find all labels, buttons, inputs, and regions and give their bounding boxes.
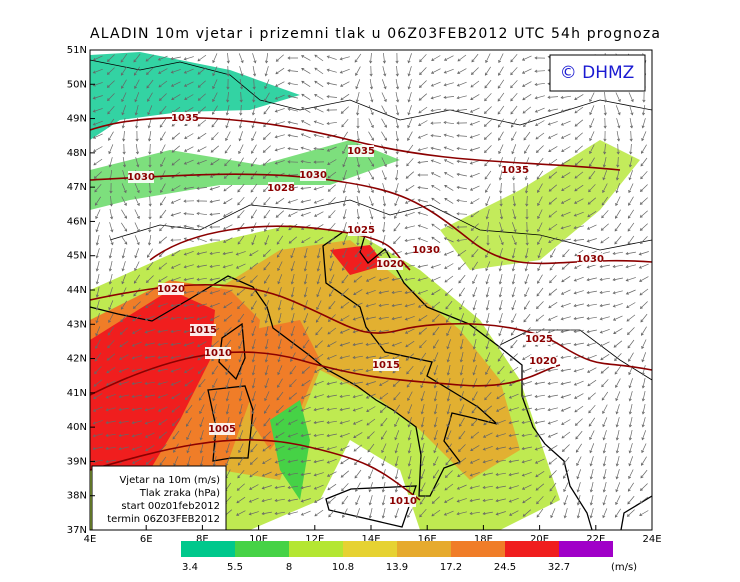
- colorbar-segment: [343, 541, 397, 557]
- isobar-label: 1020: [529, 356, 557, 367]
- lat-label: 44N: [67, 285, 87, 296]
- lon-label: 4E: [84, 534, 97, 545]
- lon-label: 22E: [586, 534, 605, 545]
- colorbar-segment: [451, 541, 505, 557]
- lat-label: 40N: [67, 422, 87, 433]
- isobar-labels: 1035 1030 1030 1028 1035 1035 1025 1030 1020 1030…: [127, 112, 604, 507]
- isobar-label-box: [348, 224, 374, 236]
- isobar-label-box: [577, 253, 603, 265]
- isobar-label: 1010: [389, 496, 417, 507]
- lat-label: 45N: [67, 251, 87, 262]
- info-line: start 00z01feb2012: [121, 501, 220, 512]
- lat-label: 48N: [67, 148, 87, 159]
- info-box: [91, 465, 227, 531]
- colorbar-label: 32.7: [548, 562, 570, 573]
- isobar-label: 1035: [347, 146, 375, 157]
- colorbar-label: 17.2: [440, 562, 462, 573]
- lat-label: 39N: [67, 456, 87, 467]
- colorbar-segment: [181, 541, 235, 557]
- isobar-label: 1015: [189, 325, 217, 336]
- isobar-label-box: [348, 145, 374, 157]
- isobar-label-box: [377, 258, 403, 270]
- lon-label: 10E: [249, 534, 268, 545]
- colorbar-label: 24.5: [494, 562, 516, 573]
- title: ALADIN 10m vjetar i prizemni tlak u 06Z0…: [90, 26, 660, 42]
- isobar-label-box: [268, 182, 294, 194]
- isobar-label: 1010: [204, 348, 232, 359]
- isobar-label: 1020: [157, 284, 185, 295]
- isobar-label-box: [128, 171, 154, 183]
- lat-label: 46N: [67, 216, 87, 227]
- lat-label: 42N: [67, 354, 87, 365]
- lon-label: 16E: [418, 534, 437, 545]
- logo: © DHMZ: [560, 63, 635, 83]
- info-line: Tlak zraka (hPa): [139, 488, 220, 499]
- isobar-label-box: [205, 347, 231, 359]
- isobar-label-box: [209, 423, 235, 435]
- isobar-label: 1035: [171, 113, 199, 124]
- colorbar-unit: (m/s): [611, 562, 637, 573]
- isobar-label-box: [190, 324, 216, 336]
- lat-label: 37N: [67, 525, 87, 536]
- isobar-label-box: [158, 283, 184, 295]
- info-line: termin 06Z03FEB2012: [107, 514, 220, 525]
- lat-label: 51N: [67, 45, 87, 56]
- colorbar: 3.4 5.5 8 10.8 13.9 17.2 24.5 32.7 (m/s): [181, 541, 637, 573]
- colorbar-label: 3.4: [182, 562, 198, 573]
- colorbar-segment: [235, 541, 289, 557]
- isobar-label-box: [526, 333, 552, 345]
- lon-label: 20E: [530, 534, 549, 545]
- lon-label: 24E: [642, 534, 661, 545]
- lat-label: 43N: [67, 319, 87, 330]
- isobar-label-box: [300, 169, 326, 181]
- isobar-label: 1015: [372, 360, 400, 371]
- colorbar-segment: [289, 541, 343, 557]
- lat-label: 49N: [67, 114, 87, 125]
- colorbar-segment: [559, 541, 613, 557]
- isobar-label: 1030: [127, 172, 155, 183]
- lon-label: 14E: [361, 534, 380, 545]
- colorbar-label: 13.9: [386, 562, 408, 573]
- lon-label: 8E: [196, 534, 209, 545]
- isobar-label: 1025: [347, 225, 375, 236]
- colorbar-label: 10.8: [332, 562, 354, 573]
- colorbar-label: 8: [286, 562, 292, 573]
- isobar-label: 1035: [501, 165, 529, 176]
- info-line: Vjetar na 10m (m/s): [119, 475, 220, 486]
- isobar-label: 1005: [208, 424, 236, 435]
- colorbar-label: 5.5: [227, 562, 243, 573]
- lon-label: 18E: [474, 534, 493, 545]
- isobar-label: 1030: [412, 245, 440, 256]
- logo-box: [549, 54, 646, 92]
- colorbar-segment: [397, 541, 451, 557]
- lat-label: 41N: [67, 388, 87, 399]
- isobar-label: 1025: [525, 334, 553, 345]
- lon-label: 6E: [140, 534, 153, 545]
- colorbar-segment: [505, 541, 559, 557]
- isobar-label: 1020: [376, 259, 404, 270]
- isobar-label: 1028: [267, 183, 295, 194]
- lon-label: 12E: [305, 534, 324, 545]
- isobar-label-box: [530, 355, 556, 367]
- isobar-label-box: [373, 359, 399, 371]
- isobar-label-box: [172, 112, 198, 124]
- isobar-label: 1030: [299, 170, 327, 181]
- isobar-label-box: [413, 244, 439, 256]
- lat-label: 38N: [67, 491, 87, 502]
- lat-label: 47N: [67, 182, 87, 193]
- isobar-label-box: [390, 495, 416, 507]
- axis-labels: 51N 50N 49N 48N 47N 46N 45N 44N 43N 42N 41N 40N 39N 3…: [67, 45, 662, 545]
- isobar-label: 1030: [576, 254, 604, 265]
- lat-label: 50N: [67, 79, 87, 90]
- isobars: [89, 116, 653, 501]
- isobar-label-box: [502, 164, 528, 176]
